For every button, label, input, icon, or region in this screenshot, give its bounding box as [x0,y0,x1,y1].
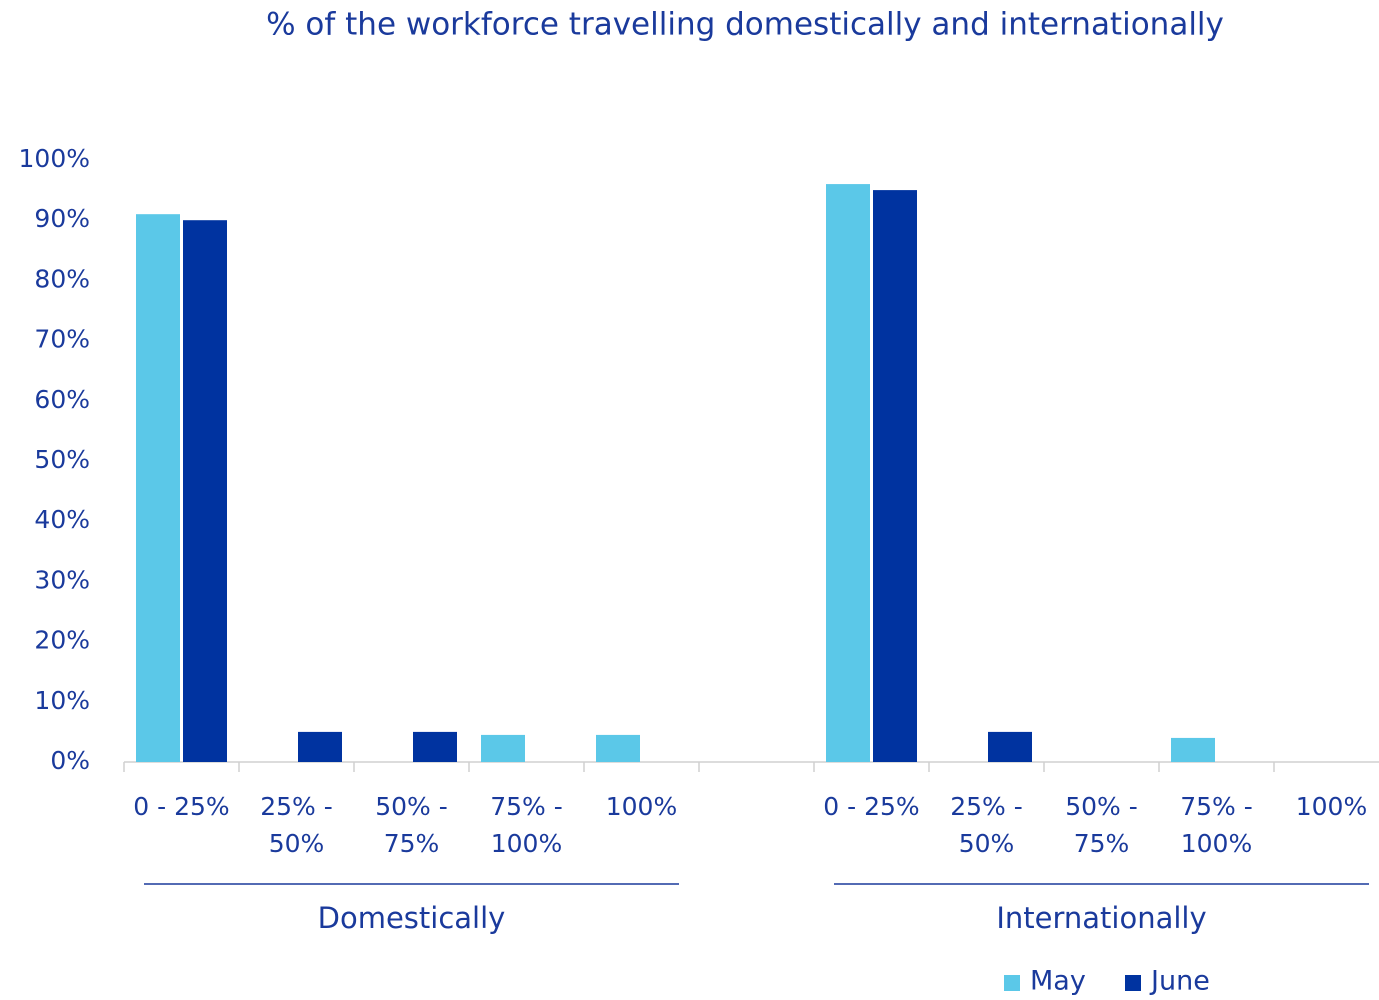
x-tick-label: 25% - 50% [260,792,333,858]
legend-swatch [1004,975,1020,991]
x-tick-label: 50% - 75% [1065,792,1138,858]
group-label: Domestically [318,901,506,935]
y-tick-label: 50% [34,445,90,474]
y-tick-label: 0% [50,746,90,775]
y-tick-label: 60% [34,385,90,414]
x-tick-label: 50% - 75% [375,792,448,858]
y-tick-label: 90% [34,204,90,233]
bar [481,734,525,762]
x-tick-label: 0 - 25% [133,792,230,821]
y-tick-label: 100% [19,144,90,173]
x-tick-label: 0 - 25% [823,792,920,821]
legend-label: May [1030,966,1086,997]
y-tick-label: 80% [34,264,90,293]
y-tick-label: 40% [34,505,90,534]
bar [596,734,640,762]
group-label: Internationally [996,901,1206,935]
y-tick-label: 20% [34,626,90,655]
x-tick-label: 75% - 100% [1180,792,1253,858]
x-tick-label: 100% [1295,792,1368,821]
y-tick-label: 70% [34,325,90,354]
bar [826,184,870,762]
bar [413,731,457,762]
legend-label: June [1149,966,1210,997]
bar [988,731,1032,762]
y-tick-label: 10% [34,686,90,715]
bar [183,220,227,762]
bar [1171,737,1215,762]
bar [298,731,342,762]
x-tick-label: 75% - 100% [490,792,563,858]
x-tick-label: 100% [605,792,678,821]
legend-swatch [1125,975,1141,991]
bar [873,190,917,763]
chart-title: % of the workforce travelling domestical… [266,7,1224,43]
bar [136,214,180,762]
y-tick-label: 30% [34,565,90,594]
x-tick-label: 25% - 50% [950,792,1023,858]
